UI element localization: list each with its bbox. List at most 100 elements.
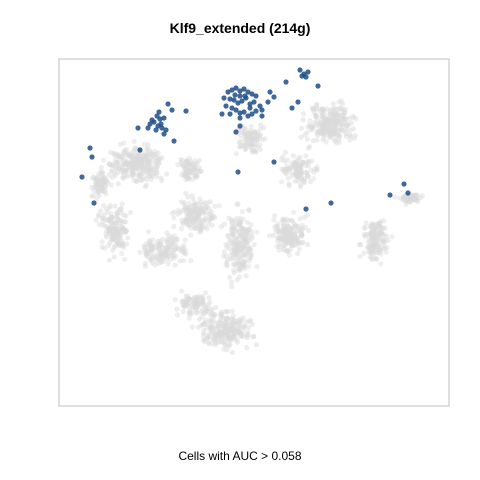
background-cell-point <box>333 120 339 126</box>
background-cell-point <box>115 229 121 235</box>
background-cell-point <box>376 242 382 248</box>
background-cell-point <box>285 175 291 181</box>
background-cell-point <box>208 317 214 323</box>
background-cell-point <box>210 312 216 318</box>
background-cell-point <box>372 249 378 255</box>
background-cell-point <box>96 174 102 180</box>
background-cell-point <box>202 200 208 206</box>
background-cell-point <box>114 213 120 219</box>
background-cell-point <box>286 166 293 172</box>
background-cell-point <box>249 130 255 136</box>
background-cell-point <box>231 262 237 268</box>
background-cell-point <box>289 239 295 245</box>
background-cell-point <box>195 207 201 213</box>
background-cell-point <box>184 172 190 179</box>
background-cell-point <box>370 256 376 263</box>
background-cell-point <box>280 219 286 226</box>
background-cell-point <box>224 331 230 337</box>
background-cell-point <box>298 182 304 188</box>
background-cell-point <box>125 159 131 165</box>
background-cell-point <box>184 213 190 220</box>
background-cell-point <box>101 203 107 209</box>
background-cell-point <box>184 159 190 165</box>
background-cell-point <box>166 250 172 256</box>
background-cell-point <box>149 260 155 266</box>
background-cell-point <box>227 337 233 343</box>
background-cell-point <box>194 300 200 306</box>
background-cell-point <box>139 162 145 168</box>
background-cell-point <box>405 195 411 201</box>
background-cell-point <box>240 142 246 148</box>
background-cell-point <box>123 168 129 175</box>
background-cell-point <box>99 222 106 228</box>
background-cell-point <box>115 169 121 175</box>
background-cell-point <box>122 229 128 235</box>
background-cell-point <box>292 171 298 177</box>
highlighted-cell-point <box>299 73 305 79</box>
background-cell-point <box>384 233 390 239</box>
background-cell-point <box>131 177 137 184</box>
background-cell-point <box>183 177 189 183</box>
background-cell-point <box>131 165 137 171</box>
background-cell-point <box>321 122 327 128</box>
background-cell-point <box>337 127 343 133</box>
background-cell-point <box>224 325 230 331</box>
background-cell-point <box>376 249 382 255</box>
background-cell-point <box>189 208 195 214</box>
background-cell-point <box>343 116 349 123</box>
background-cell-point <box>389 234 395 240</box>
background-cell-point <box>297 163 303 169</box>
background-cell-point <box>212 312 218 318</box>
background-cell-point <box>192 225 198 232</box>
background-cell-point <box>376 220 383 226</box>
background-cell-point <box>183 173 189 179</box>
background-cell-point <box>164 252 170 259</box>
background-cell-point <box>96 178 102 184</box>
background-cell-point <box>238 246 244 252</box>
background-cell-point <box>106 225 112 232</box>
background-cell-point <box>180 221 186 227</box>
background-cell-point <box>141 243 147 249</box>
background-cell-point <box>186 168 192 174</box>
background-cell-point <box>339 121 345 127</box>
background-cell-point <box>102 216 108 222</box>
background-cell-point <box>302 224 308 231</box>
background-cell-point <box>232 248 238 254</box>
background-cell-point <box>234 249 240 255</box>
background-cell-point <box>218 339 224 345</box>
background-cell-point <box>361 232 367 238</box>
background-cell-point <box>330 117 337 123</box>
background-cell-point <box>404 195 410 201</box>
background-cell-point <box>199 301 205 307</box>
background-cell-point <box>225 334 231 340</box>
background-cell-point <box>377 230 383 236</box>
background-cell-point <box>239 261 245 267</box>
background-cell-point <box>112 232 118 238</box>
background-cell-point <box>113 166 119 172</box>
background-cell-point <box>294 238 300 244</box>
background-cell-point <box>296 169 302 175</box>
highlighted-cell-point <box>79 174 85 180</box>
background-cell-point <box>328 109 334 115</box>
background-cell-point <box>172 262 178 268</box>
background-cell-point <box>120 226 126 232</box>
background-cell-point <box>240 230 246 236</box>
background-cell-point <box>324 122 330 128</box>
highlighted-cell-point <box>315 83 321 89</box>
background-cell-point <box>138 162 144 168</box>
background-cell-point <box>111 226 117 232</box>
background-cell-point <box>375 244 382 250</box>
background-cell-point <box>128 169 135 175</box>
background-cell-point <box>122 158 128 164</box>
background-cell-point <box>155 158 161 164</box>
background-cell-point <box>245 226 251 232</box>
background-cell-point <box>225 309 231 315</box>
background-cell-point <box>317 108 324 114</box>
background-cell-point <box>229 308 235 314</box>
background-cell-point <box>220 253 226 259</box>
background-cell-point <box>127 162 133 168</box>
background-cell-point <box>108 220 114 226</box>
background-cell-point <box>297 216 303 222</box>
background-cell-point <box>193 216 199 222</box>
background-cell-point <box>107 205 113 211</box>
